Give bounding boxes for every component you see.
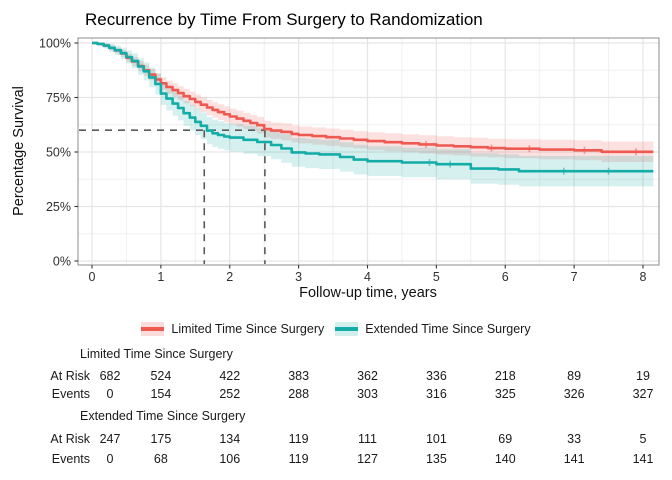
- y-tick-label: 100%: [39, 37, 71, 51]
- risk-table-cell: 68: [153, 452, 168, 466]
- risk-table-cell: 19: [636, 369, 650, 383]
- risk-row-label: At Risk: [50, 369, 90, 383]
- risk-table-cell: 247: [99, 432, 121, 446]
- legend-entry-limited: Limited Time Since Surgery: [141, 322, 324, 336]
- x-tick-label: 8: [640, 270, 647, 284]
- risk-table-cell: 218: [494, 369, 516, 383]
- legend-label-limited: Limited Time Since Surgery: [171, 322, 325, 336]
- risk-table-cell: 69: [498, 432, 513, 446]
- x-tick-label: 2: [226, 270, 233, 284]
- y-tick-label: 50%: [46, 146, 71, 160]
- risk-table-row-events-extended: Events 0 68 106 119 127 135 140 141 141: [0, 452, 672, 466]
- risk-table-cell: 288: [288, 387, 310, 401]
- y-axis-title: Percentage Survival: [11, 86, 27, 216]
- risk-table-group-header-extended: Extended Time Since Surgery: [80, 409, 246, 423]
- legend-key-limited-icon: [141, 322, 165, 336]
- survival-curve-extended: [92, 41, 654, 173]
- axis-ticks: 0 1 2 3 4 5 6 7 8 100% 75% 50% 25% 0%: [39, 37, 647, 285]
- risk-table-cell: 175: [150, 432, 172, 446]
- risk-table-cell: 336: [425, 369, 447, 383]
- risk-table-cell: 119: [288, 432, 309, 446]
- x-axis-title: Follow-up time, years: [299, 285, 437, 301]
- gridlines: [78, 38, 659, 265]
- legend-key-line-icon: [335, 327, 359, 331]
- risk-table-row-atrisk-extended: At Risk 247 175 134 119 111 101 69 33 5: [0, 432, 672, 446]
- risk-table-cell: 140: [494, 452, 516, 466]
- median-reference-lines: [79, 129, 266, 264]
- risk-table-cell: 383: [288, 369, 310, 383]
- risk-table-cell: 89: [567, 369, 582, 383]
- legend-entry-extended: Extended Time Since Surgery: [335, 322, 531, 336]
- risk-row-label: At Risk: [50, 432, 90, 446]
- risk-table-cell: 682: [99, 369, 121, 383]
- x-tick-label: 1: [157, 270, 164, 284]
- x-tick-label: 6: [502, 270, 509, 284]
- risk-table-row-atrisk-limited: At Risk 682 524 422 383 362 336 218 89 19: [0, 369, 672, 383]
- ci-band-extended: [92, 43, 654, 187]
- risk-row-label: Events: [51, 452, 90, 466]
- risk-table-cell: 141: [563, 452, 585, 466]
- risk-table-cell: 33: [567, 432, 582, 446]
- legend-label-extended: Extended Time Since Surgery: [365, 322, 531, 336]
- km-plot-canvas: 0 1 2 3 4 5 6 7 8 100% 75% 50% 25% 0%: [39, 37, 660, 285]
- x-tick-label: 3: [295, 270, 302, 284]
- x-tick-label: 0: [89, 270, 96, 284]
- x-tick-label: 4: [364, 270, 371, 284]
- risk-table-cell: 422: [219, 369, 241, 383]
- x-tick-label: 5: [433, 270, 440, 284]
- risk-table-group-header-limited: Limited Time Since Surgery: [80, 347, 233, 361]
- page-title: Recurrence by Time From Surgery to Rando…: [85, 10, 483, 29]
- risk-table-cell: 303: [357, 387, 378, 401]
- risk-table-cell: 524: [150, 369, 172, 383]
- survival-curves: [92, 41, 654, 175]
- risk-table-cell: 0: [106, 452, 114, 466]
- risk-table-cell: 325: [494, 387, 516, 401]
- risk-table-cell: 362: [357, 369, 378, 383]
- legend: Limited Time Since Surgery Extended Time…: [0, 320, 672, 338]
- risk-table-cell: 252: [219, 387, 241, 401]
- risk-table-cell: 134: [219, 432, 241, 446]
- risk-table-cell: 101: [425, 432, 447, 446]
- risk-table-cell: 327: [632, 387, 654, 401]
- y-tick-label: 25%: [46, 200, 71, 214]
- risk-table-cell: 135: [425, 452, 447, 466]
- risk-table-cell: 326: [563, 387, 585, 401]
- risk-row-label: Events: [51, 387, 90, 401]
- risk-table-cell: 119: [288, 452, 309, 466]
- risk-table-cell: 106: [219, 452, 241, 466]
- y-tick-label: 75%: [46, 91, 71, 105]
- risk-table-cell: 0: [106, 387, 114, 401]
- risk-table-cell: 141: [632, 452, 654, 466]
- risk-table-cell: 127: [357, 452, 378, 466]
- risk-table-cell: 154: [150, 387, 172, 401]
- risk-table-cell: 111: [357, 432, 377, 446]
- legend-key-line-icon: [141, 327, 165, 331]
- legend-key-extended-icon: [335, 322, 359, 336]
- risk-table-cell: 5: [639, 432, 647, 446]
- risk-table-row-events-limited: Events 0 154 252 288 303 316 325 326 327: [0, 387, 672, 401]
- y-tick-label: 0%: [53, 255, 71, 269]
- x-tick-label: 7: [571, 270, 578, 284]
- risk-table-cell: 316: [425, 387, 447, 401]
